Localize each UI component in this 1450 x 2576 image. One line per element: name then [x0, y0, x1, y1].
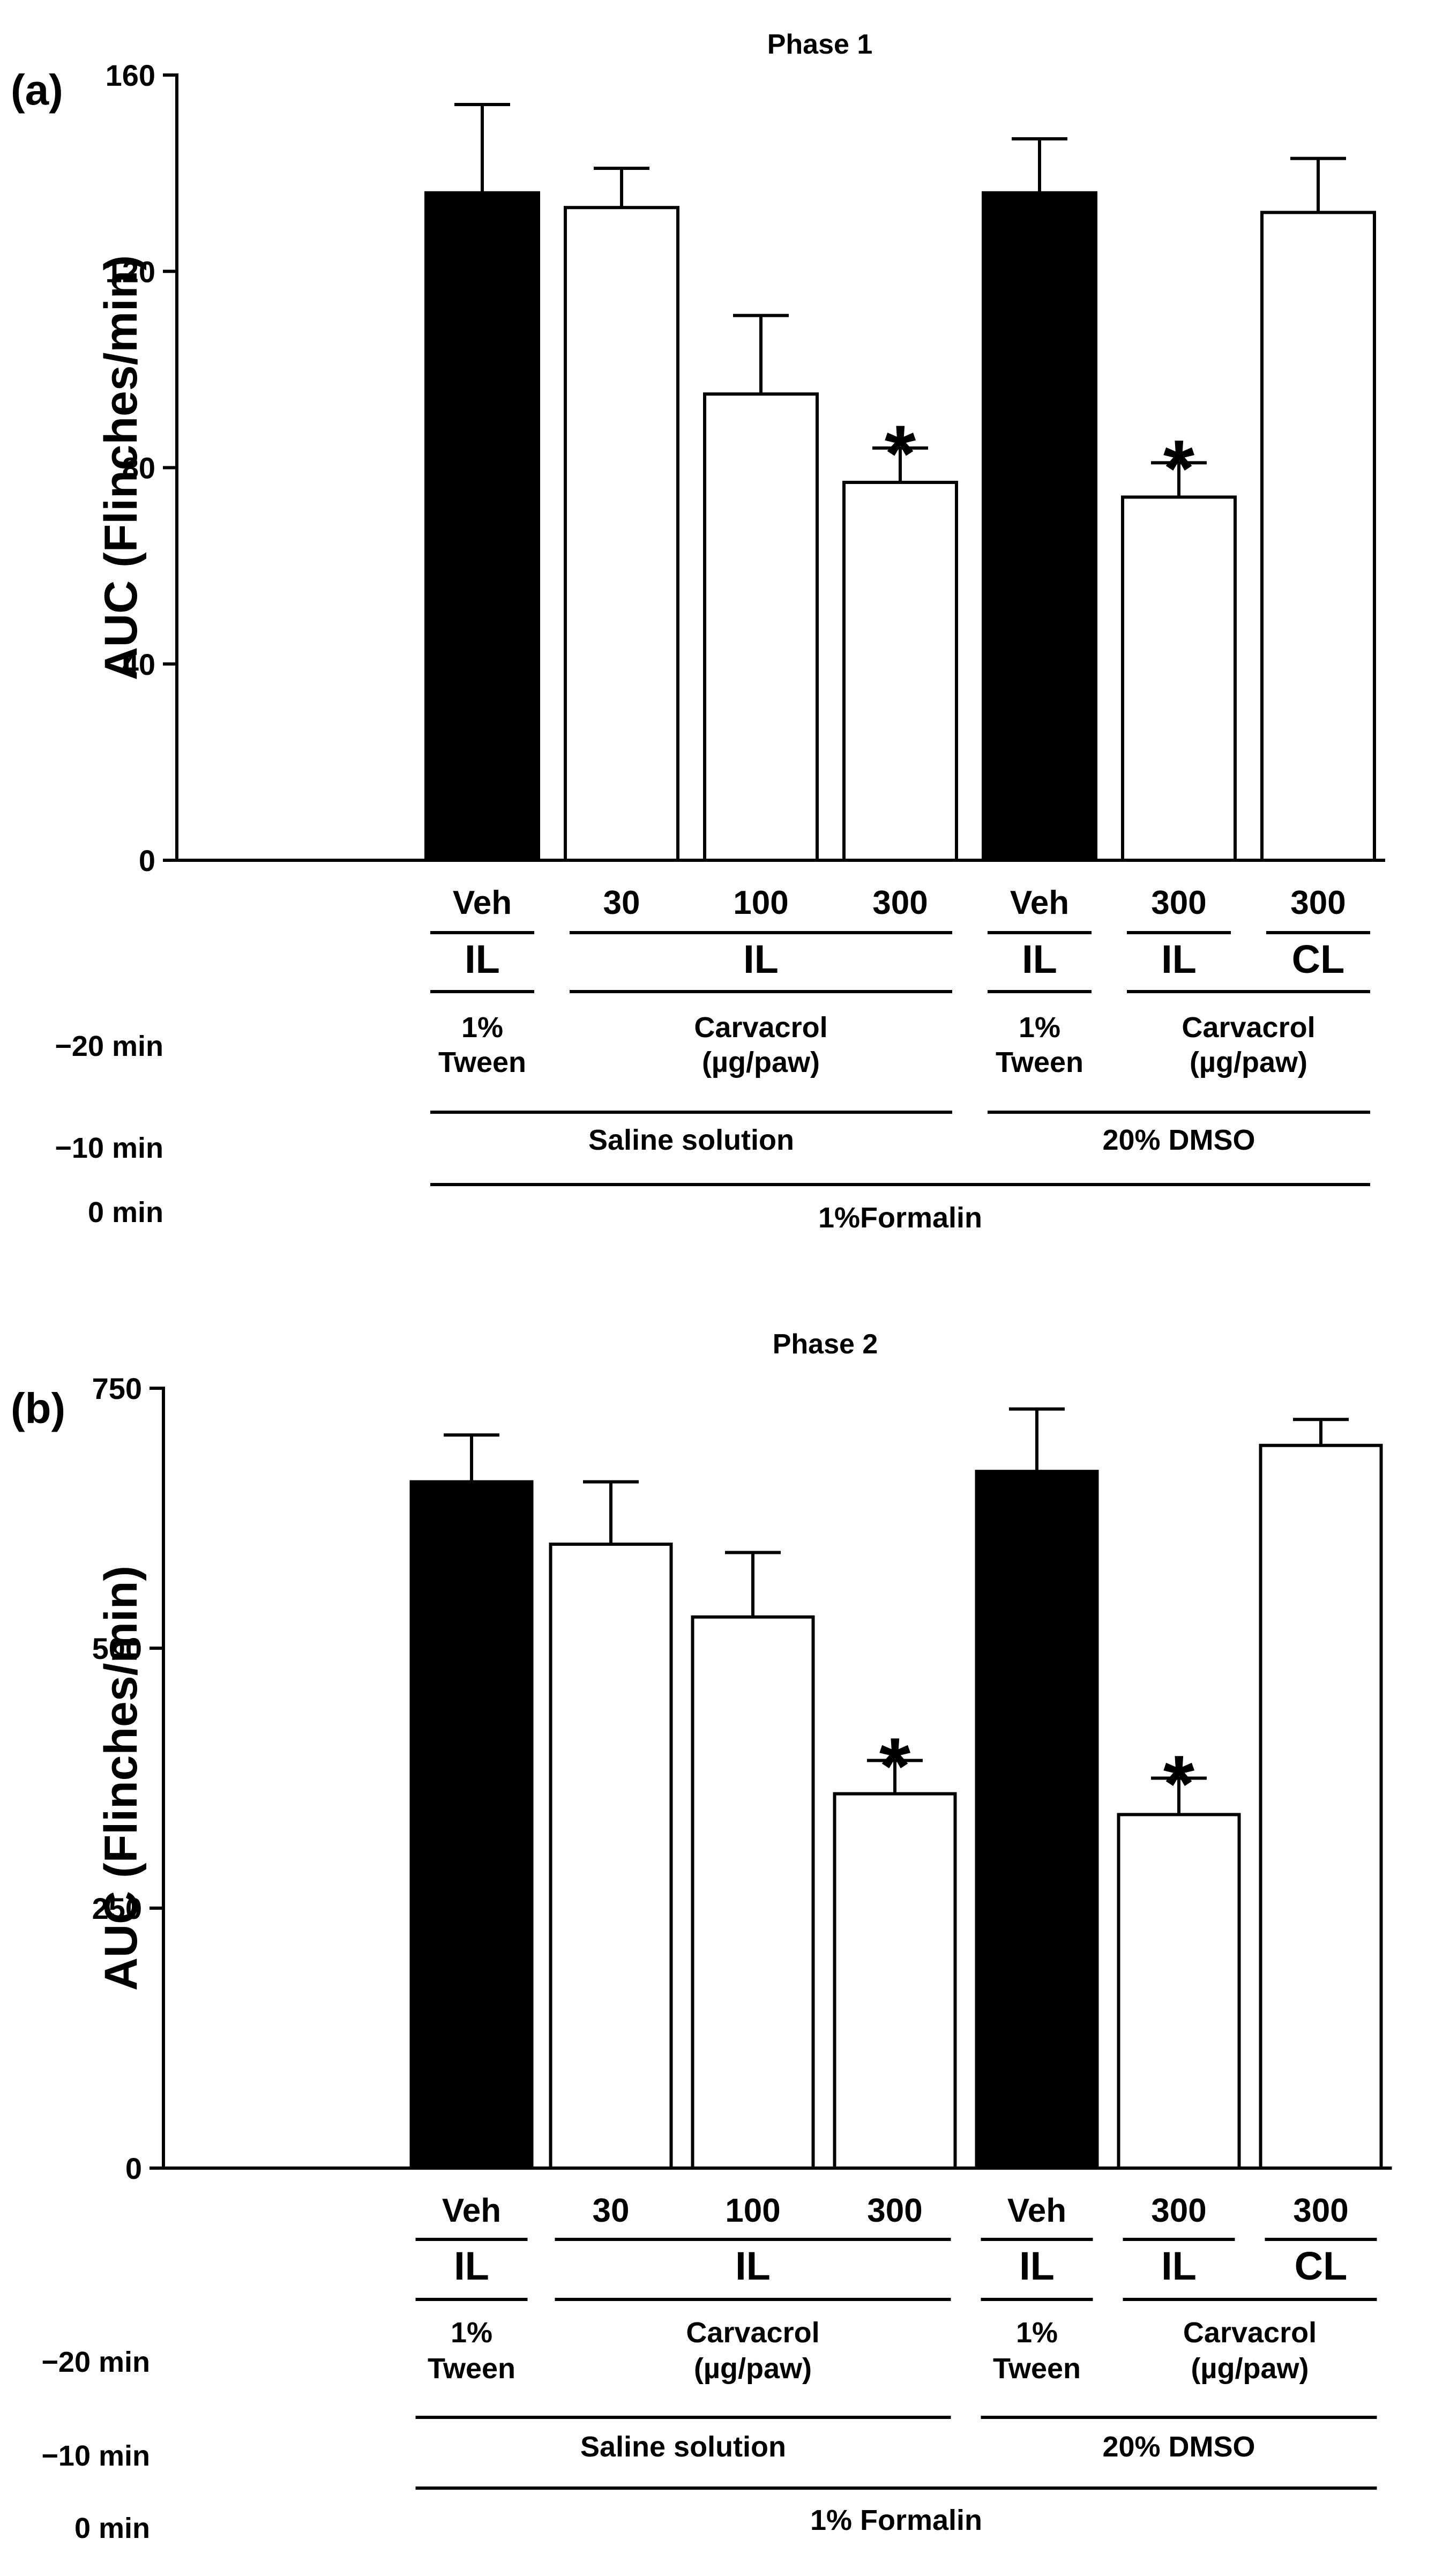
y-tick-label: 40 — [122, 647, 155, 681]
pretreatment-label: Carvacrol — [1183, 2317, 1317, 2349]
route-label: CL — [1292, 937, 1345, 981]
y-tick-label: 500 — [92, 1632, 142, 1665]
y-tick-label: 0 — [139, 844, 155, 877]
category-label: 300 — [872, 884, 928, 921]
y-tick-label: 120 — [106, 255, 155, 288]
bar — [703, 392, 819, 862]
category-label: 100 — [733, 884, 788, 921]
bar — [833, 1792, 957, 2170]
solvent-label: Saline solution — [588, 1124, 794, 1156]
pretreatment-label: 1% — [1019, 1011, 1060, 1044]
pretreatment-label: Tween — [996, 1046, 1083, 1078]
category-label: 300 — [1293, 2192, 1348, 2229]
pretreatment-label: 1% — [461, 1011, 503, 1044]
route-label: IL — [735, 2244, 771, 2288]
route-label: IL — [1019, 2244, 1055, 2288]
time-label-20: −20 min — [55, 1030, 163, 1062]
category-label: 100 — [725, 2192, 780, 2229]
significance-star: * — [1163, 423, 1195, 513]
category-label: Veh — [442, 2192, 501, 2229]
time-label-20: −20 min — [41, 2346, 150, 2378]
route-label: CL — [1295, 2244, 1348, 2288]
time-label-10: −10 min — [55, 1132, 163, 1164]
pretreatment-label: Tween — [993, 2352, 1081, 2385]
chart-title: Phase 2 — [773, 1329, 878, 1360]
pretreatment-label: Carvacrol — [694, 1011, 827, 1044]
bar — [691, 1615, 815, 2170]
pretreatment-label: (µg/paw) — [702, 1046, 820, 1078]
significance-star: * — [885, 408, 916, 498]
category-label: Veh — [1007, 2192, 1066, 2229]
category-label: Veh — [1010, 884, 1069, 921]
category-label: 30 — [603, 884, 640, 921]
bar — [424, 191, 540, 862]
panel-label: (b) — [11, 1384, 65, 1432]
category-label: 30 — [593, 2192, 630, 2229]
bar — [975, 1470, 1099, 2170]
bar — [1260, 211, 1376, 862]
y-axis-label: AUC (Flinches/min) — [95, 1566, 147, 1991]
solvent-label: 20% DMSO — [1102, 1124, 1255, 1156]
chart-title: Phase 1 — [767, 29, 873, 60]
category-label: 300 — [867, 2192, 922, 2229]
bar — [842, 480, 958, 862]
category-label: 300 — [1290, 884, 1346, 921]
pretreatment-label: Tween — [438, 1046, 526, 1078]
bar — [564, 206, 679, 862]
pretreatment-label: 1% — [451, 2317, 492, 2349]
bar — [982, 191, 1097, 862]
route-label: IL — [743, 937, 779, 981]
category-label: 300 — [1151, 2192, 1206, 2229]
bar — [549, 1543, 673, 2170]
bar — [1117, 1813, 1241, 2170]
pretreatment-label: (µg/paw) — [694, 2352, 812, 2385]
formalin-label: 1%Formalin — [818, 1202, 982, 1234]
solvent-label: 20% DMSO — [1102, 2431, 1255, 2463]
y-tick-label: 160 — [106, 58, 155, 92]
category-label: Veh — [453, 884, 512, 921]
pretreatment-label: 1% — [1016, 2317, 1058, 2349]
y-tick-label: 80 — [122, 451, 155, 485]
time-label-0: 0 min — [88, 1196, 163, 1229]
route-label: IL — [454, 2244, 489, 2288]
solvent-label: Saline solution — [580, 2431, 786, 2463]
bar — [409, 1480, 534, 2170]
formalin-label: 1% Formalin — [810, 2504, 982, 2536]
y-axis-label: AUC (Flinches/min) — [95, 255, 147, 680]
y-tick-label: 250 — [92, 1892, 142, 1925]
pretreatment-label: (µg/paw) — [1190, 1046, 1307, 1078]
y-tick-label: 0 — [125, 2151, 142, 2185]
category-label: 300 — [1151, 884, 1206, 921]
significance-star: * — [879, 1721, 911, 1811]
bar — [1259, 1443, 1383, 2170]
y-tick-label: 750 — [92, 1372, 142, 1405]
route-label: IL — [1161, 937, 1197, 981]
significance-star: * — [1163, 1739, 1195, 1829]
pretreatment-label: Carvacrol — [1182, 1011, 1315, 1044]
chart-panel-2: Phase 2 (b) AUC (Flinches/min) 0 250 500 750 Ve… — [11, 1329, 1392, 2544]
route-label: IL — [1161, 2244, 1197, 2288]
chart-panel-1: Phase 1 (a) AUC (Flinches/min) 0 40 80 120 160 V… — [11, 29, 1385, 1234]
panel-label: (a) — [11, 66, 63, 114]
time-label-0: 0 min — [74, 2512, 150, 2544]
pretreatment-label: Carvacrol — [686, 2317, 819, 2349]
route-label: IL — [465, 937, 500, 981]
pretreatment-label: (µg/paw) — [1191, 2352, 1309, 2385]
time-label-10: −10 min — [41, 2440, 150, 2472]
bar — [1121, 495, 1237, 862]
pretreatment-label: Tween — [428, 2352, 515, 2385]
route-label: IL — [1022, 937, 1057, 981]
